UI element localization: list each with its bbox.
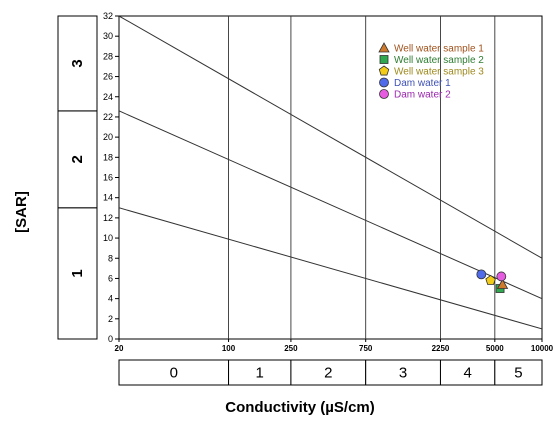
legend-label: Well water sample 1 — [394, 44, 484, 55]
y-tick-label: 4 — [108, 294, 113, 304]
x-axis-label: Conductivity (µS/cm) — [225, 399, 375, 416]
legend-marker — [379, 89, 389, 99]
conductivity-class-label: 4 — [463, 365, 471, 382]
y-tick-label: 20 — [103, 132, 113, 142]
x-tick-label: 10000 — [531, 344, 554, 353]
y-tick-label: 6 — [108, 273, 113, 283]
sar-boundary-line — [119, 16, 542, 259]
data-point-well-water-sample-1 — [496, 278, 509, 289]
legend-label: Dam water 2 — [394, 90, 451, 101]
legend-label: Well water sample 3 — [394, 67, 484, 78]
y-axis-label: [SAR] — [13, 191, 30, 233]
y-tick-label: 32 — [103, 11, 113, 21]
conductivity-class-row: 0 1 2 3 4 5 — [118, 359, 543, 386]
x-tick-label: 250 — [284, 344, 298, 353]
data-points — [476, 269, 509, 293]
conductivity-class-label: 0 — [170, 365, 178, 382]
conductivity-class-box — [365, 359, 441, 386]
x-tick-label: 20 — [115, 344, 124, 353]
legend-marker — [378, 65, 390, 76]
y-tick-label: 30 — [103, 31, 113, 41]
sar-class-column: 1 2 3 — [57, 15, 98, 340]
conductivity-class-box — [494, 359, 543, 386]
y-tick-label: 24 — [103, 92, 113, 102]
conductivity-class-box — [439, 359, 496, 386]
y-tick-label: 2 — [108, 314, 113, 324]
sar-class-label: 2 — [69, 155, 86, 163]
conductivity-class-box — [228, 359, 292, 386]
x-tick-label: 750 — [359, 344, 373, 353]
sar-boundary-line — [119, 110, 542, 300]
legend-label: Well water sample 2 — [394, 55, 484, 66]
x-tick-label: 100 — [222, 344, 236, 353]
conductivity-class-label: 3 — [399, 365, 407, 382]
sar-class-box — [57, 207, 98, 340]
sar-boundary-line — [119, 207, 542, 330]
conductivity-class-label: 2 — [324, 365, 332, 382]
conductivity-class-label: 1 — [256, 365, 264, 382]
y-tick-label: 14 — [103, 193, 113, 203]
y-tick-label: 8 — [108, 253, 113, 263]
sar-class-label: 3 — [69, 59, 86, 67]
legend-marker — [379, 77, 389, 88]
y-tick-label: 16 — [103, 173, 113, 183]
y-tick-label: 10 — [103, 233, 113, 243]
y-tick-label: 0 — [108, 334, 113, 344]
conductivity-class-label: 5 — [514, 365, 522, 382]
y-tick-label: 28 — [103, 51, 113, 61]
data-point-dam-water-1 — [476, 269, 487, 280]
x-axis-ticks: 20 100 250 750 2250 5000 10000 — [115, 339, 554, 353]
legend-marker — [378, 42, 390, 53]
legend-label: Dam water 1 — [394, 78, 451, 89]
x-tick-label: 2250 — [432, 344, 450, 353]
y-tick-label: 26 — [103, 72, 113, 82]
plot-inner — [119, 16, 542, 339]
legend-marker — [379, 55, 389, 64]
y-tick-label: 12 — [103, 213, 113, 223]
x-tick-label: 5000 — [486, 344, 504, 353]
data-point-well-water-sample-3 — [485, 274, 496, 285]
data-point-dam-water-2 — [496, 271, 507, 282]
sar-class-box — [57, 15, 98, 112]
y-tick-label: 22 — [103, 112, 113, 122]
sar-class-box — [57, 110, 98, 209]
sar-class-label: 1 — [69, 269, 86, 277]
y-tick-label: 18 — [103, 152, 113, 162]
